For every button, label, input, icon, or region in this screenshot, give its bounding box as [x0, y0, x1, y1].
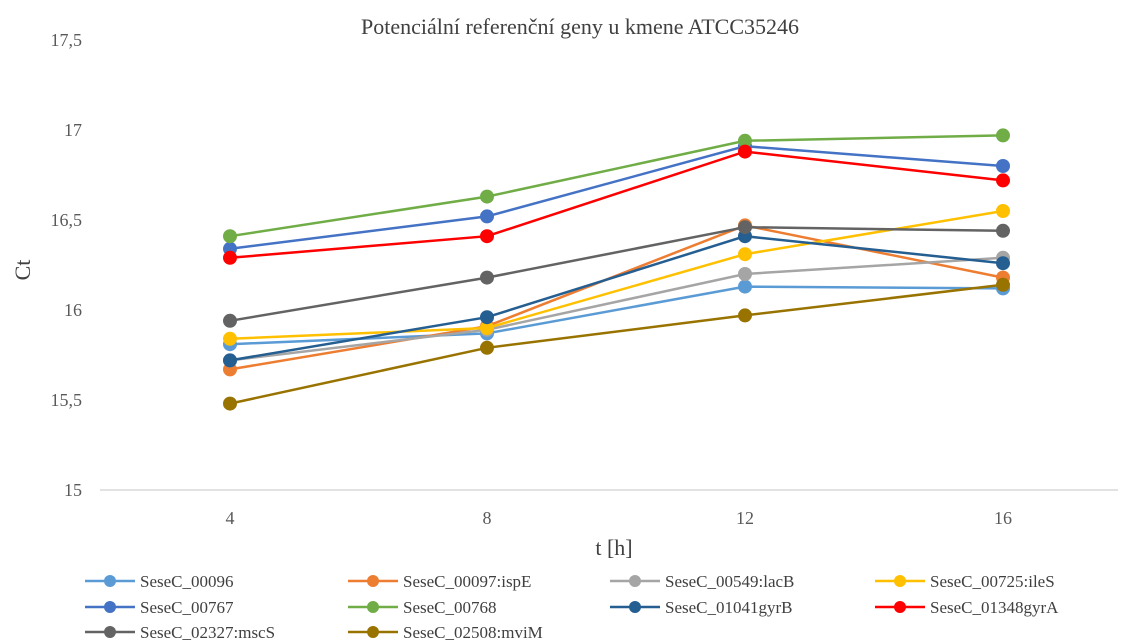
data-point: [996, 159, 1010, 173]
legend-marker: [629, 575, 641, 587]
data-point: [738, 220, 752, 235]
legend-label: SeseC_00549:lacB: [665, 572, 794, 591]
data-point: [223, 229, 237, 244]
data-point: [738, 144, 752, 159]
legend-item: SeseC_00768: [348, 598, 497, 617]
x-tick-label: 8: [483, 508, 492, 528]
series-line: [229, 285, 1004, 346]
series-sesec-00768: [223, 128, 1010, 244]
series-sesec-01041gyrb: [223, 229, 1010, 368]
y-axis-title: Ct: [10, 260, 35, 281]
data-point: [223, 331, 237, 346]
data-point: [480, 189, 494, 204]
data-point: [223, 396, 237, 411]
data-point: [738, 279, 752, 294]
data-point: [738, 308, 752, 323]
legend-label: SeseC_01348gyrA: [930, 598, 1059, 617]
y-tick-label: 17,5: [51, 30, 83, 50]
series-line: [229, 256, 1004, 362]
legend-label: SeseC_02508:mviM: [403, 623, 543, 642]
x-tick-label: 12: [736, 508, 754, 528]
legend-item: SeseC_01041gyrB: [610, 598, 793, 617]
legend-label: SeseC_00097:ispE: [403, 572, 531, 591]
legend-item: SeseC_01348gyrA: [875, 598, 1059, 617]
data-point: [738, 133, 752, 148]
data-point: [480, 209, 494, 224]
legend-item: SeseC_00097:ispE: [348, 572, 531, 591]
data-point: [996, 173, 1010, 188]
data-point: [480, 229, 494, 244]
y-tick-label: 16: [64, 300, 82, 320]
series-layer: [223, 128, 1010, 411]
y-tick-label: 15,5: [51, 390, 83, 410]
data-point: [223, 313, 237, 328]
legend-label: SeseC_00767: [140, 598, 234, 617]
series-sesec-00767: [223, 139, 1010, 256]
legend-item: SeseC_00767: [85, 598, 234, 617]
legend-label: SeseC_01041gyrB: [665, 598, 793, 617]
legend-marker: [367, 601, 379, 613]
data-point: [223, 250, 237, 265]
series-sesec-02508-mvim: [223, 277, 1010, 411]
legend-label: SeseC_02327:mscS: [140, 623, 275, 642]
y-tick-label: 16,5: [51, 210, 83, 230]
x-tick-labels: 4 8 12 16: [226, 508, 1013, 528]
data-point: [738, 247, 752, 262]
legend-item: SeseC_00725:ileS: [875, 572, 1055, 591]
data-point: [223, 353, 237, 368]
series-sesec-02327-mscs: [223, 220, 1010, 328]
legend-item: SeseC_00096: [85, 572, 234, 591]
data-point: [996, 128, 1010, 143]
data-point: [996, 223, 1010, 238]
legend-marker: [894, 601, 906, 613]
legend-item: SeseC_00549:lacB: [610, 572, 794, 591]
legend-marker: [367, 626, 379, 638]
legend-label: SeseC_00725:ileS: [930, 572, 1055, 591]
legend-label: SeseC_00768: [403, 598, 497, 617]
series-line: [229, 134, 1004, 238]
legend-marker: [104, 626, 116, 638]
series-line: [229, 209, 1004, 341]
data-point: [996, 256, 1010, 271]
series-line: [229, 144, 1004, 251]
series-sesec-00725-iles: [223, 204, 1010, 346]
data-point: [480, 270, 494, 285]
y-tick-labels: 15 15,5 16 16,5 17 17,5: [51, 30, 83, 500]
y-tick-label: 17: [64, 120, 82, 140]
legend: SeseC_00096 SeseC_00097:ispE SeseC_00549:l…: [85, 572, 1059, 642]
data-point: [480, 321, 494, 335]
data-point: [996, 277, 1010, 292]
series-line: [229, 234, 1004, 362]
legend-marker: [367, 575, 379, 587]
legend-marker: [629, 601, 641, 613]
x-tick-label: 16: [994, 508, 1012, 528]
legend-item: SeseC_02508:mviM: [348, 623, 543, 642]
chart-title: Potenciální referenční geny u kmene ATCC…: [361, 14, 799, 39]
series-line: [229, 225, 1004, 323]
legend-marker: [104, 601, 116, 613]
series-line: [229, 283, 1004, 405]
series-sesec-01348gyra: [223, 144, 1010, 265]
legend-marker: [104, 575, 116, 587]
x-axis-title: t [h]: [595, 535, 632, 560]
legend-marker: [894, 575, 906, 587]
data-point: [480, 310, 494, 325]
series-line: [229, 150, 1004, 260]
legend-item: SeseC_02327:mscS: [85, 623, 275, 642]
y-tick-label: 15: [64, 480, 82, 500]
x-tick-label: 4: [226, 508, 235, 528]
data-point: [480, 340, 494, 355]
data-point: [996, 204, 1010, 218]
data-point: [738, 267, 752, 281]
legend-label: SeseC_00096: [140, 572, 234, 591]
